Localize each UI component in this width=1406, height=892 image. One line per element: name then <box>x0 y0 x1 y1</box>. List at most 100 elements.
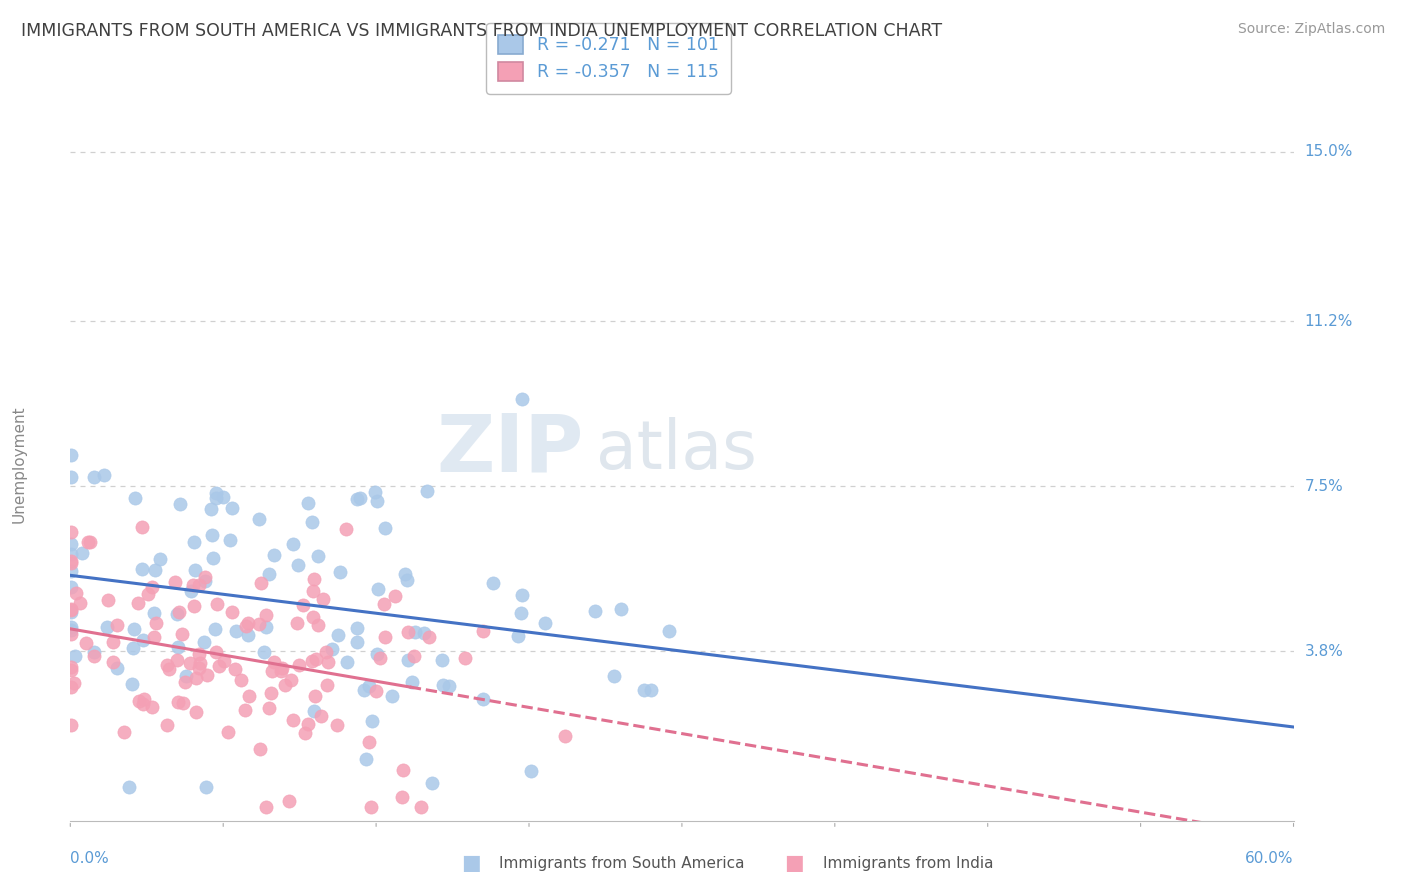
Point <box>97 593 120 607</box>
Point <box>188 656 211 670</box>
Point <box>472 691 495 706</box>
Point <box>252 645 274 659</box>
Point <box>167 695 190 709</box>
Point <box>472 624 495 639</box>
Point <box>396 624 419 639</box>
Point <box>59 620 82 634</box>
Legend: R = -0.271   N = 101, R = -0.357   N = 115: R = -0.271 N = 101, R = -0.357 N = 115 <box>486 23 731 94</box>
Point <box>79 535 101 549</box>
Point <box>247 512 270 526</box>
Point <box>294 725 316 739</box>
Point <box>285 615 308 630</box>
Point <box>263 549 285 563</box>
Point <box>374 630 396 644</box>
Point <box>107 660 129 674</box>
Point <box>131 520 153 534</box>
Point <box>297 496 319 510</box>
Point <box>395 574 418 588</box>
Point <box>238 690 260 704</box>
Point <box>360 714 382 728</box>
Point <box>453 651 475 665</box>
Point <box>197 668 219 682</box>
Point <box>157 662 180 676</box>
Point <box>236 627 259 641</box>
Point <box>142 606 165 620</box>
Point <box>415 483 437 498</box>
Point <box>202 551 225 566</box>
Point <box>412 626 434 640</box>
Point <box>149 552 172 566</box>
Point <box>145 616 167 631</box>
Point <box>172 697 194 711</box>
Point <box>346 492 368 507</box>
Point <box>554 729 576 743</box>
Point <box>122 622 145 636</box>
Point <box>394 566 416 581</box>
Point <box>254 800 277 814</box>
Point <box>183 535 205 549</box>
Point <box>184 563 207 577</box>
Point <box>260 685 283 699</box>
Text: Source: ZipAtlas.com: Source: ZipAtlas.com <box>1237 22 1385 37</box>
Point <box>124 491 146 505</box>
Point <box>59 627 82 641</box>
Point <box>105 618 128 632</box>
Point <box>374 521 396 535</box>
Point <box>401 674 423 689</box>
Point <box>346 621 368 635</box>
Point <box>188 660 211 674</box>
Point <box>281 537 304 551</box>
Point <box>181 578 204 592</box>
Point <box>231 673 253 688</box>
Point <box>250 575 273 590</box>
Point <box>59 548 82 562</box>
Point <box>291 598 314 612</box>
Point <box>76 534 98 549</box>
Point <box>180 584 202 599</box>
Text: 7.5%: 7.5% <box>1305 479 1343 493</box>
Point <box>103 655 125 669</box>
Point <box>59 556 82 570</box>
Point <box>212 490 235 504</box>
Point <box>510 606 533 620</box>
Point <box>121 676 143 690</box>
Point <box>59 605 82 619</box>
Point <box>247 617 270 632</box>
Point <box>359 735 381 749</box>
Point <box>602 669 624 683</box>
Point <box>640 683 662 698</box>
Point <box>381 690 404 704</box>
Point <box>287 558 309 572</box>
Point <box>384 590 406 604</box>
Text: Immigrants from India: Immigrants from India <box>823 856 993 871</box>
Point <box>132 692 155 706</box>
Point <box>418 630 440 644</box>
Point <box>329 565 352 579</box>
Point <box>283 713 305 727</box>
Point <box>409 800 432 814</box>
Point <box>321 641 343 656</box>
Point <box>101 634 124 648</box>
Point <box>214 654 236 668</box>
Point <box>59 680 82 694</box>
Point <box>302 704 325 718</box>
Point <box>254 620 277 634</box>
Text: ■: ■ <box>785 854 804 873</box>
Point <box>508 629 530 643</box>
Point <box>166 653 188 667</box>
Point <box>194 574 217 589</box>
Point <box>59 554 82 568</box>
Point <box>96 620 118 634</box>
Point <box>83 648 105 663</box>
Point <box>354 752 377 766</box>
Point <box>391 789 413 804</box>
Point <box>132 633 155 648</box>
Text: 0.0%: 0.0% <box>70 851 110 866</box>
Point <box>583 604 606 618</box>
Point <box>142 631 165 645</box>
Point <box>373 597 395 611</box>
Point <box>59 660 82 674</box>
Text: 60.0%: 60.0% <box>1246 851 1294 866</box>
Point <box>59 537 82 551</box>
Point <box>75 636 97 650</box>
